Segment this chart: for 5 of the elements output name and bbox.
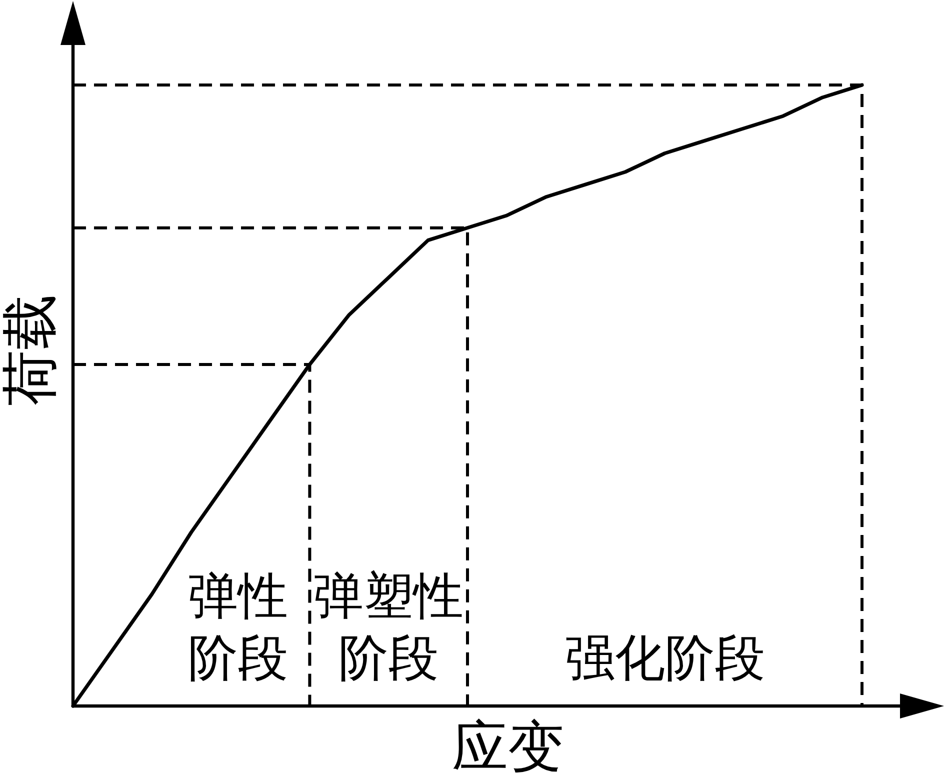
ylabel: 荷载 bbox=[0, 294, 62, 406]
annotation: 弹性阶段 bbox=[188, 568, 288, 686]
annotation: 弹塑性阶段 bbox=[314, 568, 464, 686]
annotation: 强化阶段 bbox=[564, 630, 765, 686]
xlabel: 应变 bbox=[452, 717, 564, 778]
